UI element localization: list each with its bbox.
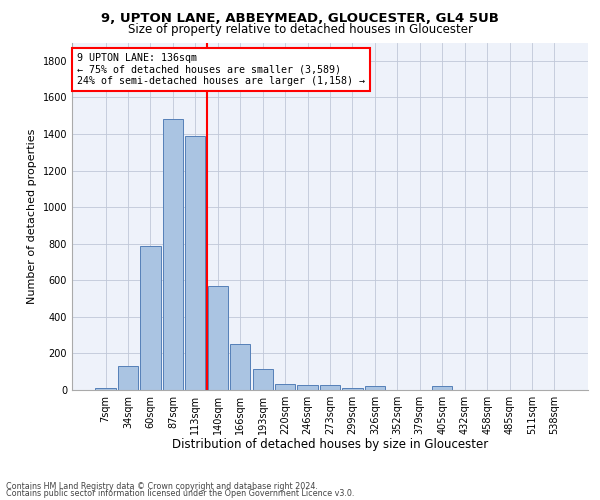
Y-axis label: Number of detached properties: Number of detached properties (27, 128, 37, 304)
Bar (208, 286, 228, 390)
Bar (320, 384, 340, 390)
Bar (140, 246, 161, 390)
Bar (365, 386, 385, 390)
Bar (185, 136, 205, 390)
Bar (95, 388, 116, 390)
Text: 9 UPTON LANE: 136sqm
← 75% of detached houses are smaller (3,589)
24% of semi-de: 9 UPTON LANE: 136sqm ← 75% of detached h… (77, 53, 365, 86)
Bar (298, 384, 317, 390)
Bar (343, 388, 362, 390)
Bar (275, 384, 295, 390)
Text: Contains public sector information licensed under the Open Government Licence v3: Contains public sector information licen… (6, 490, 355, 498)
Bar (253, 369, 273, 390)
Bar (432, 386, 452, 390)
X-axis label: Distribution of detached houses by size in Gloucester: Distribution of detached houses by size … (172, 438, 488, 452)
Bar (230, 344, 250, 390)
Text: 9, UPTON LANE, ABBEYMEAD, GLOUCESTER, GL4 5UB: 9, UPTON LANE, ABBEYMEAD, GLOUCESTER, GL… (101, 12, 499, 26)
Bar (118, 366, 138, 390)
Text: Contains HM Land Registry data © Crown copyright and database right 2024.: Contains HM Land Registry data © Crown c… (6, 482, 318, 491)
Bar (163, 120, 183, 390)
Text: Size of property relative to detached houses in Gloucester: Size of property relative to detached ho… (128, 22, 473, 36)
